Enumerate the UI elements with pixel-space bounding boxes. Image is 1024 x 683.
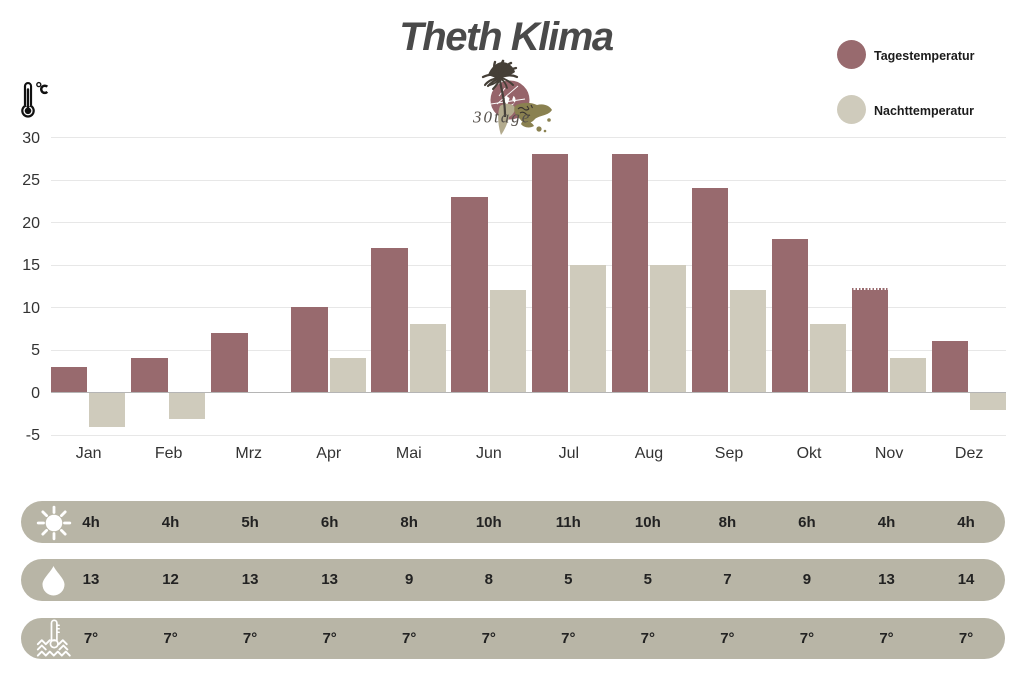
- svg-text:30tage: 30tage: [472, 108, 531, 127]
